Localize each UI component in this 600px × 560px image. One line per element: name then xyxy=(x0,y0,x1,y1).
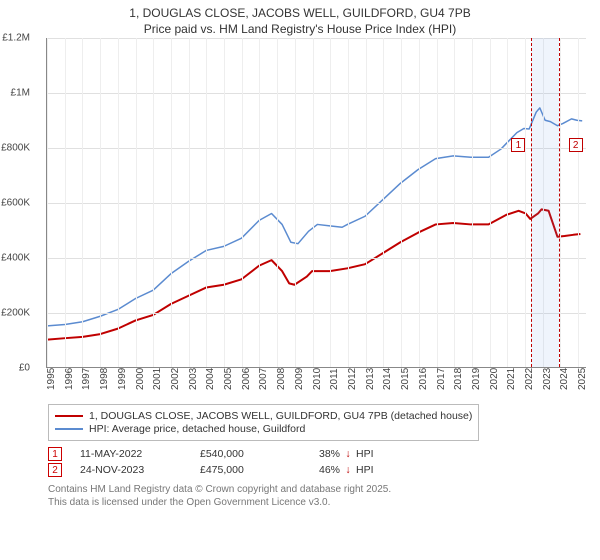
x-axis-tick-label: 2025 xyxy=(577,368,588,390)
sale-marker-tag: 2 xyxy=(569,138,583,152)
sale-price: £475,000 xyxy=(200,464,300,476)
x-axis-tick-label: 2017 xyxy=(436,368,447,390)
footer-line2: This data is licensed under the Open Gov… xyxy=(48,496,600,509)
x-axis-tick-label: 2014 xyxy=(382,368,393,390)
x-axis-tick-label: 2002 xyxy=(170,368,181,390)
y-axis-tick-label: £400K xyxy=(1,253,30,264)
footer-attribution: Contains HM Land Registry data © Crown c… xyxy=(48,483,600,509)
sale-row: 2 24-NOV-2023£475,00046%↓HPI xyxy=(48,463,600,477)
x-axis-tick-label: 2005 xyxy=(223,368,234,390)
chart-area: £0£200K£400K£600K£800K£1M£1.2M 12 199519… xyxy=(36,38,596,398)
x-axis-tick-label: 2003 xyxy=(188,368,199,390)
sale-row: 1 11-MAY-2022£540,00038%↓HPI xyxy=(48,447,600,461)
x-axis-tick-label: 2007 xyxy=(258,368,269,390)
y-axis-tick-label: £200K xyxy=(1,308,30,319)
highlight-band xyxy=(531,38,558,367)
sale-row-marker: 2 xyxy=(48,463,62,477)
x-axis-tick-label: 1997 xyxy=(81,368,92,390)
legend-item: 1, DOUGLAS CLOSE, JACOBS WELL, GUILDFORD… xyxy=(55,410,472,422)
sale-pct: 38% xyxy=(300,448,340,460)
x-axis-tick-label: 2001 xyxy=(152,368,163,390)
sale-compare-label: HPI xyxy=(356,448,396,460)
series-price_paid xyxy=(47,209,580,339)
chart-title-line2: Price paid vs. HM Land Registry's House … xyxy=(0,22,600,36)
sale-date: 11-MAY-2022 xyxy=(80,448,200,460)
y-axis-tick-label: £600K xyxy=(1,198,30,209)
x-axis-tick-label: 2000 xyxy=(135,368,146,390)
plot-region: 12 xyxy=(46,38,586,368)
legend-label: HPI: Average price, detached house, Guil… xyxy=(89,423,305,435)
x-axis-tick-label: 2015 xyxy=(400,368,411,390)
legend-swatch xyxy=(55,428,83,430)
x-axis-tick-label: 2008 xyxy=(276,368,287,390)
x-axis-tick-label: 2024 xyxy=(559,368,570,390)
x-axis-tick-label: 2021 xyxy=(506,368,517,390)
x-axis-tick-label: 2022 xyxy=(524,368,535,390)
y-axis-tick-label: £1M xyxy=(11,88,30,99)
sale-price: £540,000 xyxy=(200,448,300,460)
x-axis-tick-label: 2004 xyxy=(205,368,216,390)
legend-item: HPI: Average price, detached house, Guil… xyxy=(55,423,472,435)
x-axis-tick-label: 2013 xyxy=(365,368,376,390)
x-axis-tick-label: 2023 xyxy=(542,368,553,390)
chart-title-line1: 1, DOUGLAS CLOSE, JACOBS WELL, GUILDFORD… xyxy=(0,6,600,20)
legend-swatch xyxy=(55,415,83,417)
sale-date: 24-NOV-2023 xyxy=(80,464,200,476)
x-axis-tick-label: 2010 xyxy=(312,368,323,390)
sale-compare-label: HPI xyxy=(356,464,396,476)
x-axis-tick-label: 1995 xyxy=(46,368,57,390)
legend: 1, DOUGLAS CLOSE, JACOBS WELL, GUILDFORD… xyxy=(48,404,584,441)
y-axis-tick-label: £1.2M xyxy=(2,33,30,44)
y-axis-tick-label: £0 xyxy=(19,363,30,374)
legend-label: 1, DOUGLAS CLOSE, JACOBS WELL, GUILDFORD… xyxy=(89,410,472,422)
footer-line1: Contains HM Land Registry data © Crown c… xyxy=(48,483,600,496)
y-axis-tick-label: £800K xyxy=(1,143,30,154)
x-axis-tick-label: 2016 xyxy=(418,368,429,390)
x-axis-tick-label: 2006 xyxy=(241,368,252,390)
x-axis-tick-label: 1999 xyxy=(117,368,128,390)
x-axis-tick-label: 2009 xyxy=(294,368,305,390)
x-axis-tick-label: 2011 xyxy=(329,368,340,390)
arrow-down-icon: ↓ xyxy=(340,448,356,460)
sale-marker-line xyxy=(531,38,532,367)
x-axis-tick-label: 2019 xyxy=(471,368,482,390)
x-axis-tick-label: 2018 xyxy=(453,368,464,390)
sale-marker-tag: 1 xyxy=(511,138,525,152)
x-axis-tick-label: 1998 xyxy=(99,368,110,390)
x-axis-tick-label: 2012 xyxy=(347,368,358,390)
sale-marker-line xyxy=(559,38,560,367)
x-axis-tick-label: 1996 xyxy=(64,368,75,390)
sale-row-marker: 1 xyxy=(48,447,62,461)
x-axis-tick-label: 2020 xyxy=(489,368,500,390)
sale-pct: 46% xyxy=(300,464,340,476)
sales-table: 1 11-MAY-2022£540,00038%↓HPI 2 24-NOV-2023£… xyxy=(48,447,600,477)
arrow-down-icon: ↓ xyxy=(340,464,356,476)
